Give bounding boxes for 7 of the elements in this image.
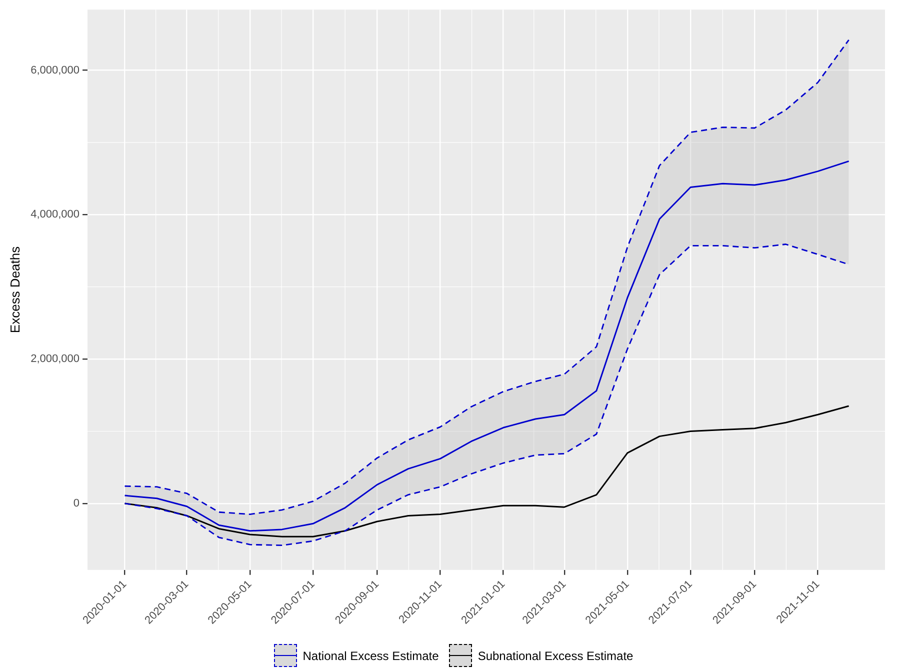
y-tick-label: 4,000,000 [30,208,80,221]
y-axis-title: Excess Deaths [7,246,22,334]
y-tick-label: 6,000,000 [30,64,80,76]
legend-label: Subnational Excess Estimate [478,648,634,662]
legend-label: National Excess Estimate [302,648,439,662]
y-tick-label: 2,000,000 [30,353,80,366]
y-tick-label: 0 [73,497,80,510]
